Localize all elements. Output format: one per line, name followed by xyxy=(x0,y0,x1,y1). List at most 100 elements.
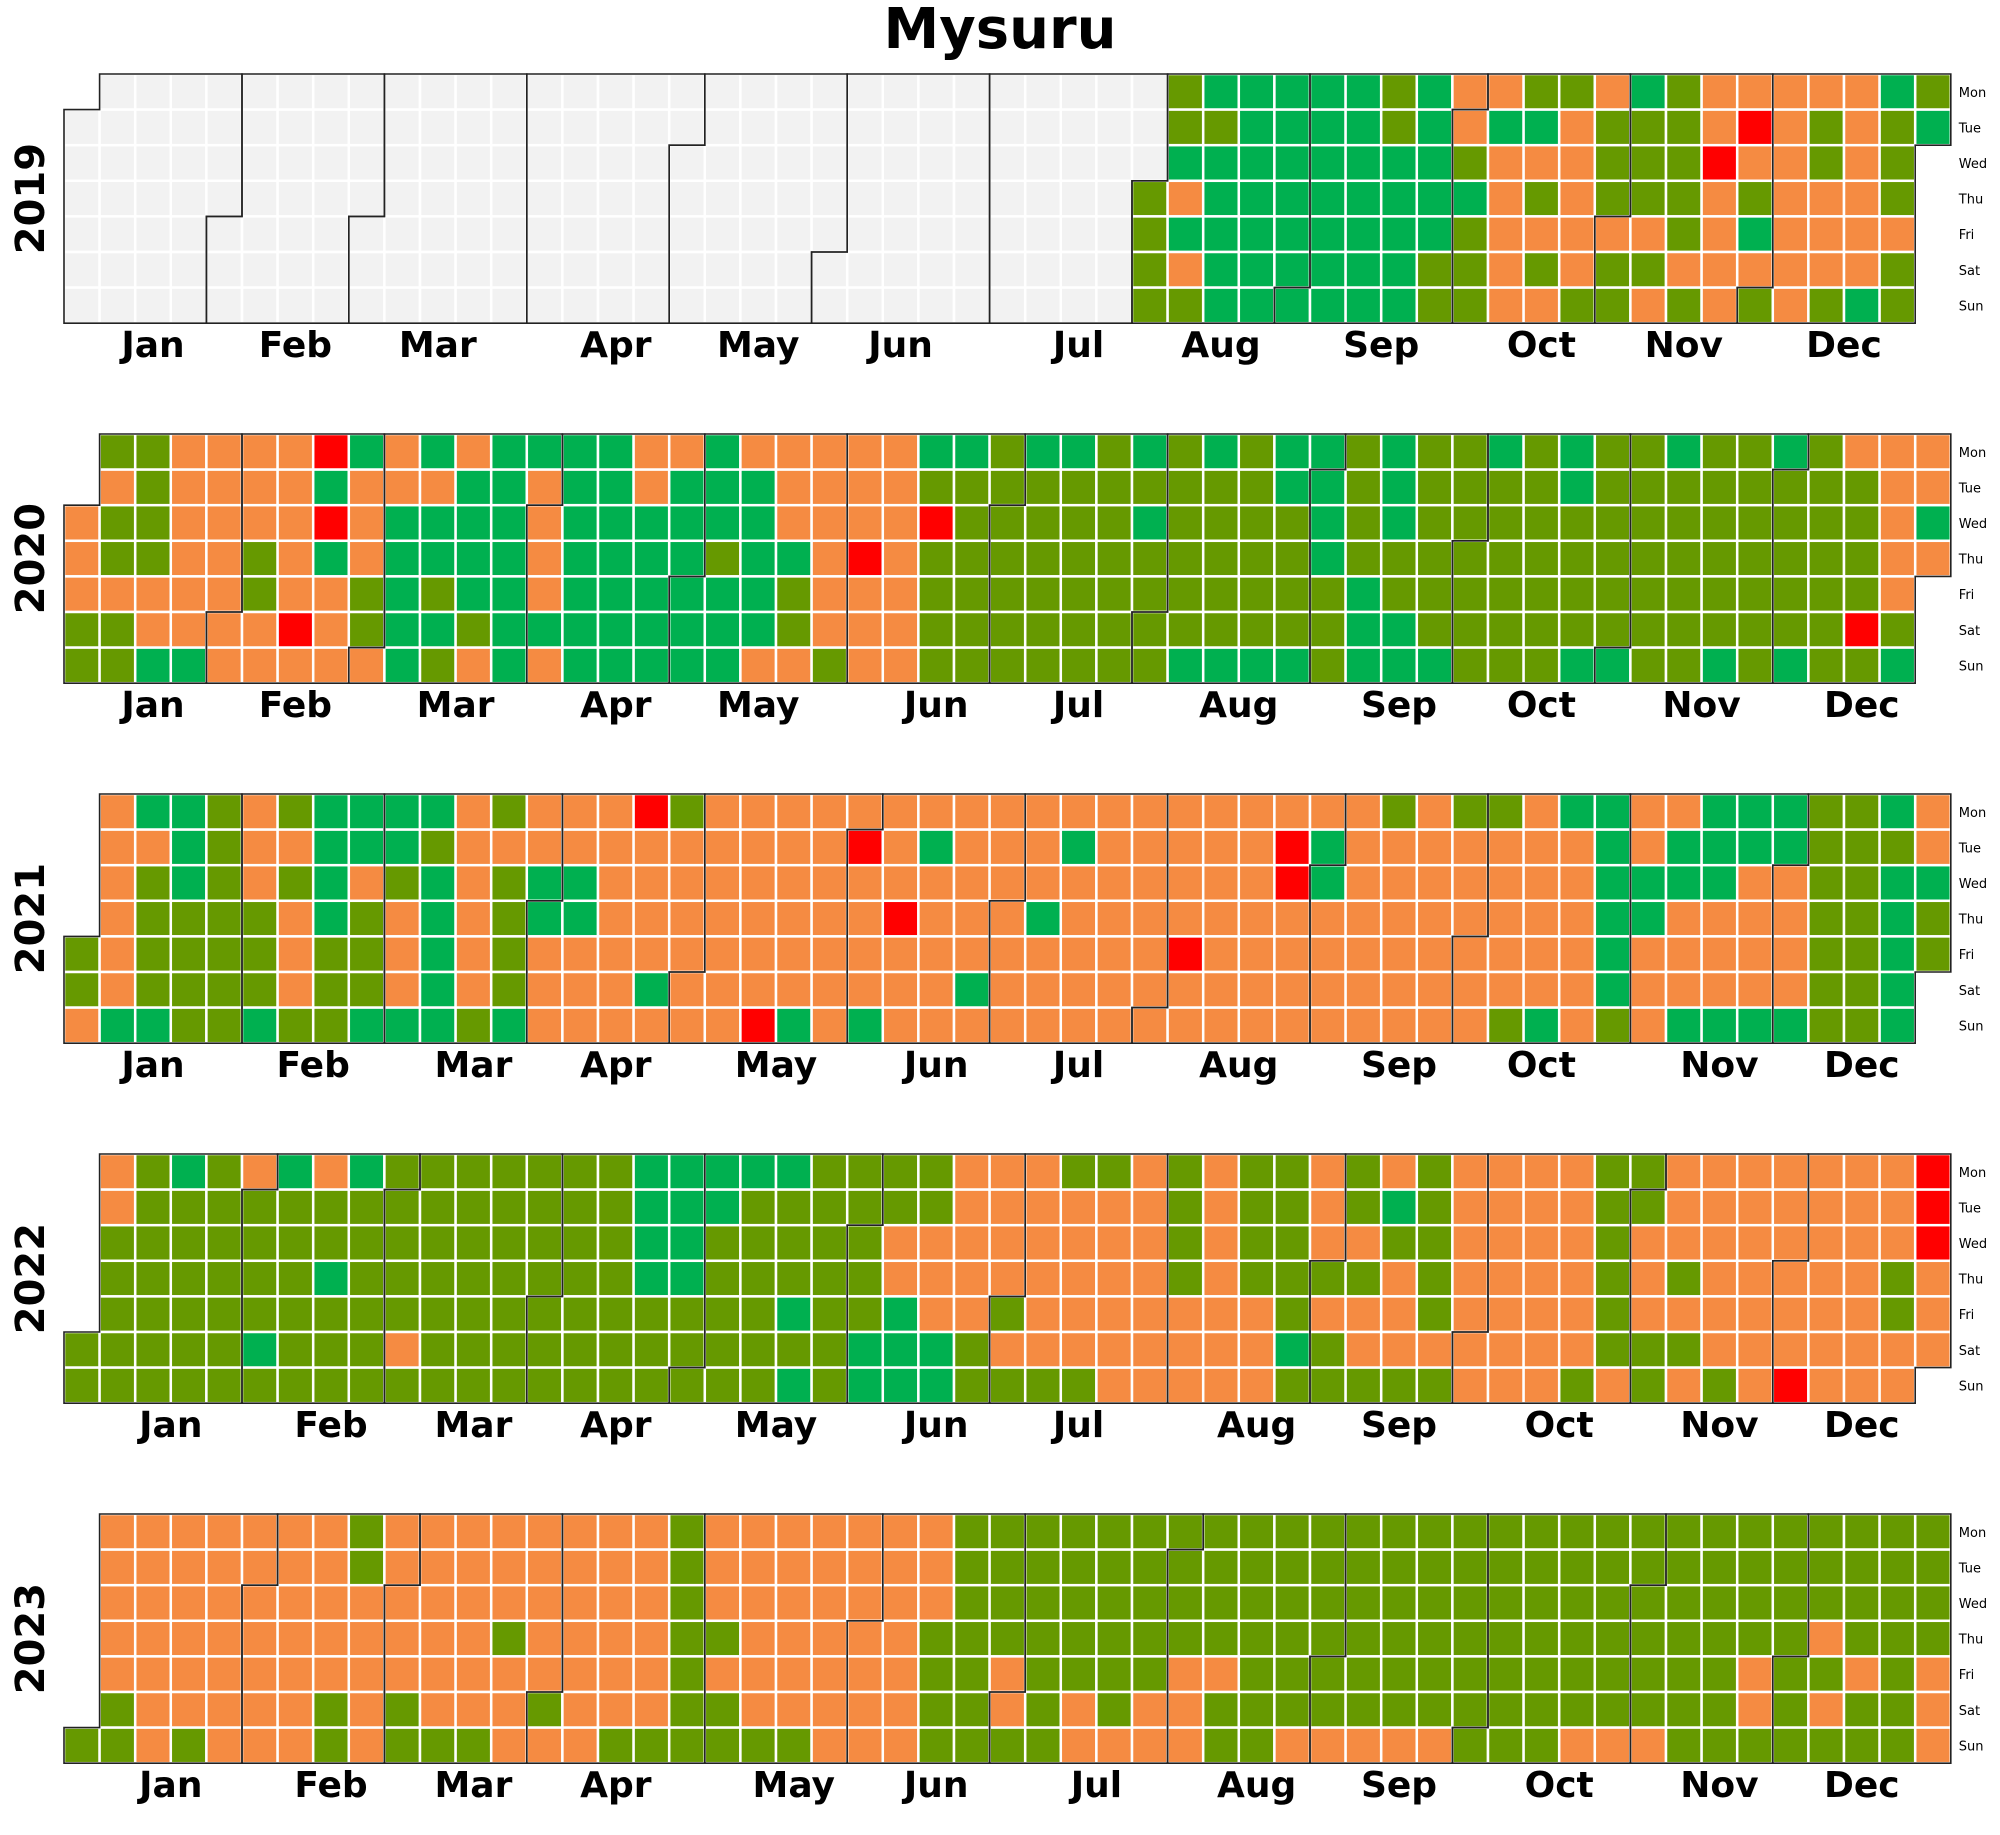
day-cell xyxy=(525,539,564,578)
day-cell xyxy=(205,179,244,218)
day-cell xyxy=(1878,1259,1917,1298)
day-cell xyxy=(1023,610,1063,649)
day-cell xyxy=(632,863,671,903)
day-cell xyxy=(739,1619,778,1658)
day-cell xyxy=(988,1259,1027,1298)
day-cell xyxy=(1130,863,1169,903)
day-cell xyxy=(418,1188,457,1227)
day-cell xyxy=(1379,792,1419,831)
day-cell xyxy=(525,610,564,649)
day-cell xyxy=(774,899,813,938)
day-cell xyxy=(169,539,208,578)
day-cell xyxy=(917,432,956,471)
day-cell xyxy=(667,1295,707,1334)
day-cell xyxy=(1415,828,1454,867)
day-cell xyxy=(917,1152,956,1191)
day-cell xyxy=(1486,143,1525,183)
day-cell xyxy=(561,539,600,578)
day-cell xyxy=(703,143,742,183)
day-cell xyxy=(347,503,386,543)
day-cell xyxy=(1344,143,1383,183)
day-cell xyxy=(383,108,422,147)
day-cell xyxy=(418,503,457,543)
day-cell xyxy=(1201,72,1241,111)
month-label: Feb xyxy=(277,1045,350,1086)
day-cell xyxy=(1308,215,1347,254)
day-cell xyxy=(1878,1726,1917,1765)
day-cell xyxy=(1130,1583,1169,1623)
day-cell xyxy=(98,72,137,111)
day-cell xyxy=(311,1152,351,1191)
day-cell xyxy=(1771,1152,1810,1191)
day-cell xyxy=(1166,610,1205,649)
day-cell xyxy=(1023,1366,1063,1405)
day-cell xyxy=(1379,179,1419,218)
day-cell xyxy=(1735,970,1775,1009)
day-cell xyxy=(1130,575,1169,614)
day-cell xyxy=(917,503,956,543)
day-cell xyxy=(133,899,173,938)
day-cell xyxy=(667,1548,707,1587)
day-cell xyxy=(240,1188,279,1227)
day-cell xyxy=(1166,143,1205,183)
day-cell xyxy=(1629,1366,1668,1405)
day-cell xyxy=(454,286,493,325)
day-cell xyxy=(774,539,813,578)
day-cell xyxy=(1735,1583,1775,1623)
day-cell xyxy=(418,1259,457,1298)
day-cell xyxy=(881,970,920,1009)
day-cell xyxy=(561,792,600,831)
weekday-label: Fri xyxy=(1959,228,1975,243)
day-cell xyxy=(1771,970,1810,1009)
day-cell xyxy=(1486,179,1525,218)
day-cell xyxy=(1023,1548,1063,1587)
day-cell xyxy=(1735,179,1775,218)
day-cell xyxy=(240,1548,279,1587)
day-cell xyxy=(845,250,885,289)
day-cell xyxy=(561,1366,600,1405)
day-cell xyxy=(1771,1512,1810,1551)
day-cell xyxy=(347,432,386,471)
day-cell xyxy=(1771,215,1810,254)
day-cell xyxy=(1166,828,1205,867)
day-cell xyxy=(1735,1006,1775,1045)
day-cell xyxy=(1308,72,1347,111)
day-cell xyxy=(1059,1583,1098,1623)
day-cell xyxy=(1629,828,1668,867)
day-cell xyxy=(596,1583,635,1623)
day-cell xyxy=(454,828,493,867)
day-cell xyxy=(489,108,529,147)
day-cell xyxy=(454,215,493,254)
day-cell xyxy=(276,1548,315,1587)
day-cell xyxy=(1166,863,1205,903)
day-cell xyxy=(205,610,244,649)
day-cell xyxy=(1807,468,1846,507)
day-cell xyxy=(703,1690,742,1729)
day-cell xyxy=(1664,1006,1703,1045)
day-cell xyxy=(596,1259,635,1298)
day-cell xyxy=(561,1330,600,1369)
day-cell xyxy=(845,1188,885,1227)
day-cell xyxy=(1486,432,1525,471)
day-cell xyxy=(1522,1152,1561,1191)
day-cell xyxy=(1130,1188,1169,1227)
day-cell xyxy=(1308,1512,1347,1551)
day-cell xyxy=(774,610,813,649)
day-cell xyxy=(1237,935,1276,974)
day-cell xyxy=(133,250,173,289)
day-cell xyxy=(1344,539,1383,578)
day-cell xyxy=(667,1152,707,1191)
day-cell xyxy=(133,610,173,649)
day-cell xyxy=(1308,828,1347,867)
day-cell xyxy=(1166,1619,1205,1658)
day-cell xyxy=(311,108,351,147)
day-cell xyxy=(561,1619,600,1658)
day-cell xyxy=(845,1006,885,1045)
day-cell xyxy=(561,1583,600,1623)
day-cell xyxy=(561,970,600,1009)
day-cell xyxy=(917,468,956,507)
day-cell xyxy=(988,828,1027,867)
day-cell xyxy=(525,1583,564,1623)
day-cell xyxy=(347,1006,386,1045)
day-cell xyxy=(952,863,991,903)
